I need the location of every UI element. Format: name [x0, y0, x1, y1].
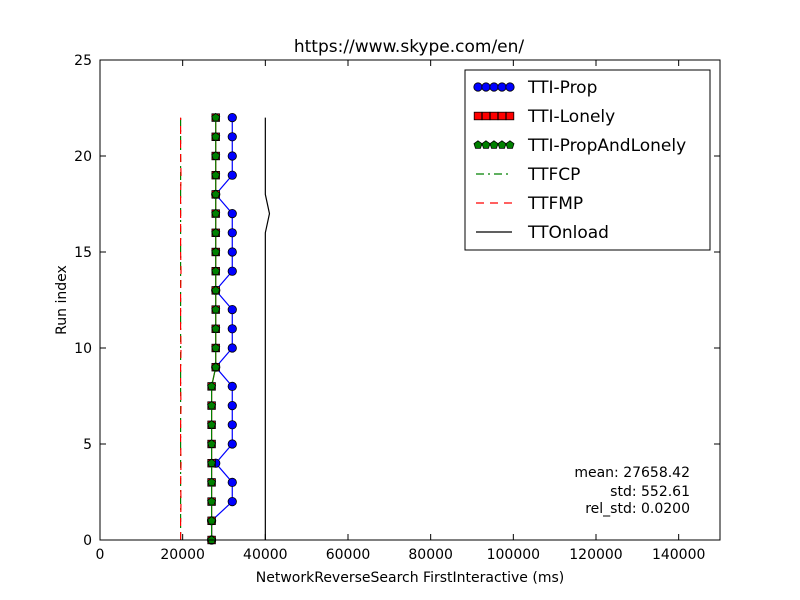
data-point: [227, 420, 237, 430]
data-point: [207, 381, 217, 391]
legend-item: TTI-Lonely: [473, 107, 615, 127]
data-point: [207, 439, 217, 448]
data-point: [227, 496, 237, 507]
data-point: [211, 324, 221, 333]
data-point: [227, 266, 237, 276]
data-point: [227, 209, 237, 219]
data-point: [227, 170, 237, 180]
legend-label: TTOnload: [527, 223, 609, 243]
chart-title: https://www.skype.com/en/: [294, 37, 525, 57]
y-tick-label: 10: [74, 341, 92, 357]
data-point: [227, 324, 237, 334]
y-tick-label: 25: [74, 53, 92, 69]
data-point: [227, 477, 237, 487]
legend-marker: [489, 111, 499, 121]
legend-marker: [473, 140, 483, 149]
x-tick-label: 100000: [487, 547, 540, 563]
legend-marker: [489, 82, 499, 92]
legend-marker: [489, 140, 499, 149]
data-point: [227, 228, 237, 238]
legend-marker: [497, 111, 507, 121]
y-tick-label: 0: [83, 533, 92, 549]
x-tick-label: 120000: [569, 547, 622, 563]
legend-marker: [497, 140, 507, 149]
y-axis-label: Run index: [54, 265, 70, 335]
data-point: [211, 208, 221, 218]
legend-box: [464, 69, 711, 251]
data-point: [207, 477, 217, 487]
stats-std: std: 552.61: [610, 484, 690, 500]
data-point: [227, 151, 237, 161]
legend-label: TTFCP: [527, 165, 580, 185]
legend-marker: [505, 140, 515, 149]
x-tick-label: 140000: [652, 547, 705, 563]
y-tick-label: 20: [74, 149, 92, 165]
data-point: [211, 170, 221, 180]
legend-item: TTI-PropAndLonely: [473, 136, 686, 156]
legend-label: TTFMP: [527, 194, 583, 214]
data-point: [227, 132, 237, 142]
series-2: [207, 112, 221, 544]
data-point: [211, 266, 221, 276]
legend-label: TTI-Lonely: [527, 107, 615, 127]
plot-frame: [99, 59, 721, 541]
x-tick-label: 80000: [408, 547, 453, 563]
series-layer: [179, 112, 271, 545]
legend-item: TTI-Prop: [473, 78, 597, 98]
legend-marker: [505, 111, 515, 121]
data-point: [227, 381, 237, 391]
legend-marker: [481, 82, 491, 92]
legend-marker: [497, 82, 507, 92]
legend-label: TTI-PropAndLonely: [527, 136, 686, 156]
x-tick-label: 60000: [326, 547, 371, 563]
y-tick-label: 5: [83, 437, 92, 453]
data-point: [211, 247, 221, 256]
x-tick-label: 20000: [160, 547, 205, 563]
data-point: [211, 151, 221, 160]
x-axis-label: NetworkReverseSearch FirstInteractive (m…: [256, 570, 564, 586]
legend-marker: [481, 111, 491, 121]
data-point: [227, 247, 237, 257]
x-tick-label: 0: [96, 547, 105, 563]
data-point: [211, 343, 221, 352]
data-point: [211, 304, 221, 314]
data-point: [207, 420, 217, 429]
data-point: [207, 516, 217, 525]
legend-marker: [505, 82, 515, 92]
x-tick-label: 40000: [243, 547, 288, 563]
data-point: [227, 439, 237, 449]
legend-marker: [473, 111, 483, 121]
y-tick-label: 15: [74, 245, 92, 261]
data-point: [227, 400, 237, 411]
data-point: [207, 400, 217, 410]
legend: TTI-Prop TTI-Lonely TTI-PropAndLonely TTFCP…: [464, 69, 711, 251]
legend-item: TTFMP: [476, 194, 583, 214]
data-point: [227, 304, 237, 315]
data-point: [211, 285, 221, 295]
legend-item: TTFCP: [476, 165, 580, 185]
data-point: [227, 113, 237, 123]
data-point: [207, 496, 217, 506]
series-line: [264, 117, 271, 540]
data-point: [211, 189, 221, 199]
data-point: [211, 228, 221, 237]
legend-marker: [473, 82, 483, 92]
stats-rel-std: rel_std: 0.0200: [585, 501, 690, 517]
stats-mean: mean: 27658.42: [574, 465, 690, 481]
data-point: [211, 132, 221, 141]
data-point: [211, 112, 221, 122]
data-point: [211, 362, 221, 372]
legend-label: TTI-Prop: [527, 78, 597, 98]
data-point: [207, 458, 217, 468]
data-point: [227, 343, 237, 353]
legend-item: TTOnload: [476, 223, 609, 243]
series-5: [264, 117, 271, 540]
legend-marker: [481, 140, 491, 149]
stats-box: mean: 27658.42 std: 552.61 rel_std: 0.02…: [574, 465, 690, 517]
